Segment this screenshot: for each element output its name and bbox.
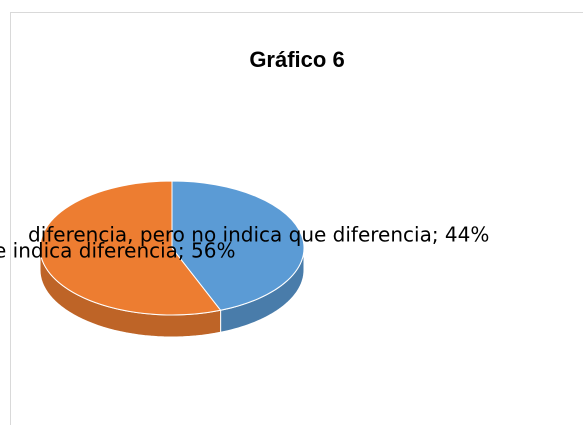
chart-title: Gráfico 6 [249, 47, 344, 72]
labels: diferencia, pero no indica que diferenci… [0, 223, 489, 263]
data-label: diferencia, pero no indica que diferenci… [28, 223, 489, 247]
data-label: e indica diferencia; 56% [0, 239, 235, 263]
pie-slice [171, 180, 305, 311]
pie [39, 180, 305, 338]
pie-slice [39, 180, 222, 316]
